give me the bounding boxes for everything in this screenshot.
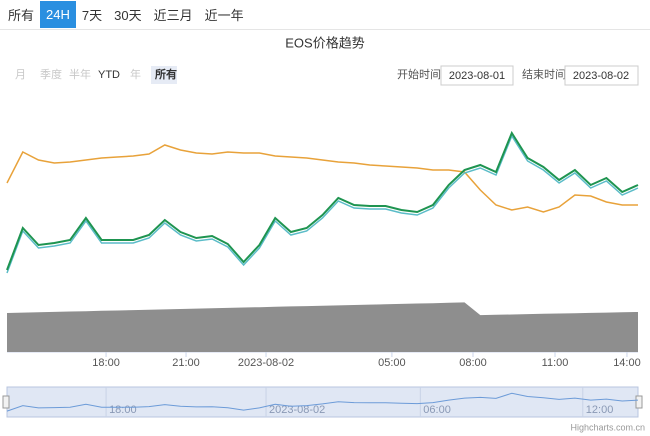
x-tick-label: 18:00 xyxy=(92,357,120,369)
price-line xyxy=(6,144,638,213)
x-tick-label: 11:00 xyxy=(542,357,569,369)
navigator-tick-label: 18:00 xyxy=(109,404,137,416)
x-tick-label: 08:00 xyxy=(459,357,487,369)
tab[interactable]: 近三月 xyxy=(153,8,193,23)
tab-bar: 所有 24H 7天 30天 近三月 近一年 xyxy=(0,0,650,30)
range-button[interactable]: 年 xyxy=(130,67,141,81)
range-button[interactable]: 半年 xyxy=(69,67,91,81)
start-label: 开始时间 xyxy=(397,67,441,81)
start-value: 2023-08-01 xyxy=(449,70,505,82)
tab[interactable]: 24H xyxy=(40,1,76,28)
credit: Highcharts.com.cn xyxy=(570,422,645,432)
volume-area xyxy=(7,302,638,352)
tab[interactable]: 7天 xyxy=(81,8,103,23)
x-tick-label: 2023-08-02 xyxy=(238,357,294,369)
navigator-handle[interactable] xyxy=(635,395,643,409)
price-line xyxy=(6,134,639,274)
end-label: 结束时间 xyxy=(522,68,566,81)
tab[interactable]: 30天 xyxy=(114,8,142,23)
tab[interactable]: 近一年 xyxy=(204,8,244,23)
range-button[interactable]: YTD xyxy=(98,69,120,81)
range-button[interactable]: 月 xyxy=(15,69,26,81)
end-value: 2023-08-02 xyxy=(573,70,629,82)
start-input[interactable] xyxy=(440,65,514,86)
tab[interactable]: 所有 xyxy=(8,8,35,23)
x-tick-label: 05:00 xyxy=(378,357,406,369)
x-tick-label: 14:00 xyxy=(613,357,641,369)
range-button-bg xyxy=(151,66,177,84)
navigator-tick-label: 12:00 xyxy=(586,404,614,416)
chart-title: EOS价格趋势 xyxy=(285,35,364,50)
x-tick-label: 21:00 xyxy=(172,357,200,369)
navigator-tick-label: 06:00 xyxy=(423,404,451,416)
price-line xyxy=(6,130,639,271)
end-input[interactable] xyxy=(564,65,639,86)
range-button[interactable]: 季度 xyxy=(40,67,62,81)
navigator-handle[interactable] xyxy=(2,395,10,409)
navigator-tick-label: 2023-08-02 xyxy=(269,404,325,416)
navigator-line xyxy=(6,392,639,412)
range-button[interactable]: 所有 xyxy=(155,67,177,81)
